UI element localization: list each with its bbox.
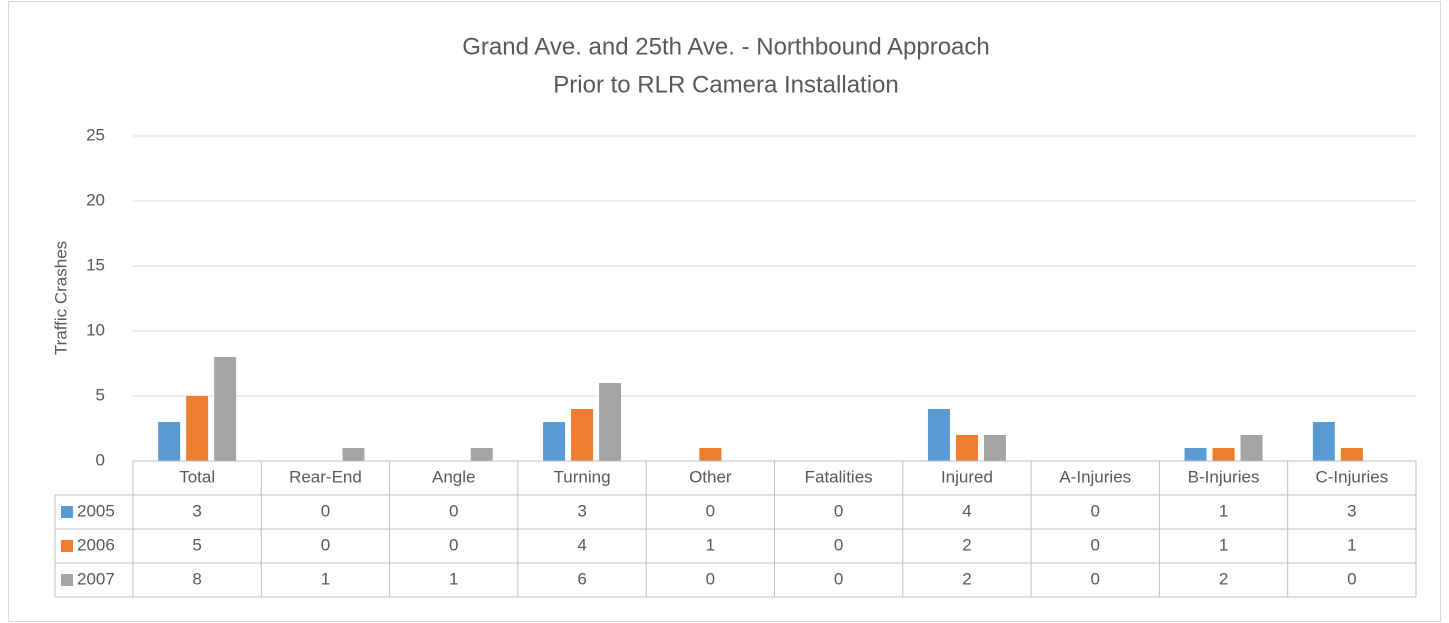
table-value: 1 [449,569,458,588]
table-value: 0 [321,535,330,554]
bar [1312,422,1335,461]
table-value: 1 [321,569,330,588]
bar [214,357,237,461]
legend-swatch [61,540,73,552]
x-tick-label: Other [689,467,732,486]
table-value: 0 [1091,569,1100,588]
bar [1240,435,1263,461]
bar [470,448,493,461]
legend-swatch [61,506,73,518]
table-value: 0 [321,501,330,520]
table-value: 1 [1219,501,1228,520]
bar [955,435,978,461]
y-axis-label: Traffic Crashes [51,241,70,355]
bar [571,409,594,461]
y-tick-label: 15 [86,255,105,274]
x-tick-label: B-Injuries [1188,467,1260,486]
table-value: 0 [706,569,715,588]
table-value: 4 [962,501,971,520]
y-tick-label: 25 [86,125,105,144]
table-value: 0 [834,569,843,588]
x-tick-label: Total [179,467,215,486]
bar [1184,448,1207,461]
table-value: 0 [449,535,458,554]
legend-label: 2006 [77,535,115,554]
x-tick-label: Injured [941,467,993,486]
table-value: 5 [192,535,201,554]
bar [158,422,181,461]
table-value: 2 [962,535,971,554]
table-value: 1 [1347,535,1356,554]
chart-subtitle: Prior to RLR Camera Installation [553,71,898,98]
chart-title: Grand Ave. and 25th Ave. - Northbound Ap… [462,33,990,60]
x-tick-label: Turning [554,467,611,486]
y-tick-label: 20 [86,190,105,209]
table-value: 0 [1347,569,1356,588]
table-value: 3 [1347,501,1356,520]
bar [543,422,566,461]
table-value: 0 [706,501,715,520]
table-value: 2 [962,569,971,588]
table-value: 0 [1091,535,1100,554]
table-value: 3 [577,501,586,520]
legend-label: 2005 [77,501,115,520]
legend-swatch [61,574,73,586]
x-tick-label: Rear-End [289,467,362,486]
bar [342,448,365,461]
x-tick-label: Angle [432,467,475,486]
table-value: 6 [577,569,586,588]
chart-frame [8,1,1441,622]
table-value: 2 [1219,569,1228,588]
table-value: 0 [834,535,843,554]
bar [186,396,209,461]
x-tick-label: A-Injuries [1059,467,1131,486]
bar [1212,448,1235,461]
table-value: 4 [577,535,586,554]
y-tick-label: 5 [96,385,105,404]
table-value: 0 [449,501,458,520]
bar [927,409,950,461]
x-tick-label: Fatalities [805,467,873,486]
table-value: 8 [192,569,201,588]
bar [699,448,722,461]
bar [983,435,1006,461]
y-tick-label: 0 [96,450,105,469]
bar [599,383,622,461]
y-tick-label: 10 [86,320,105,339]
table-value: 1 [706,535,715,554]
table-value: 3 [192,501,201,520]
table-value: 1 [1219,535,1228,554]
table-value: 0 [834,501,843,520]
legend-label: 2007 [77,569,115,588]
bar [1340,448,1363,461]
table-value: 0 [1091,501,1100,520]
x-tick-label: C-Injuries [1315,467,1388,486]
